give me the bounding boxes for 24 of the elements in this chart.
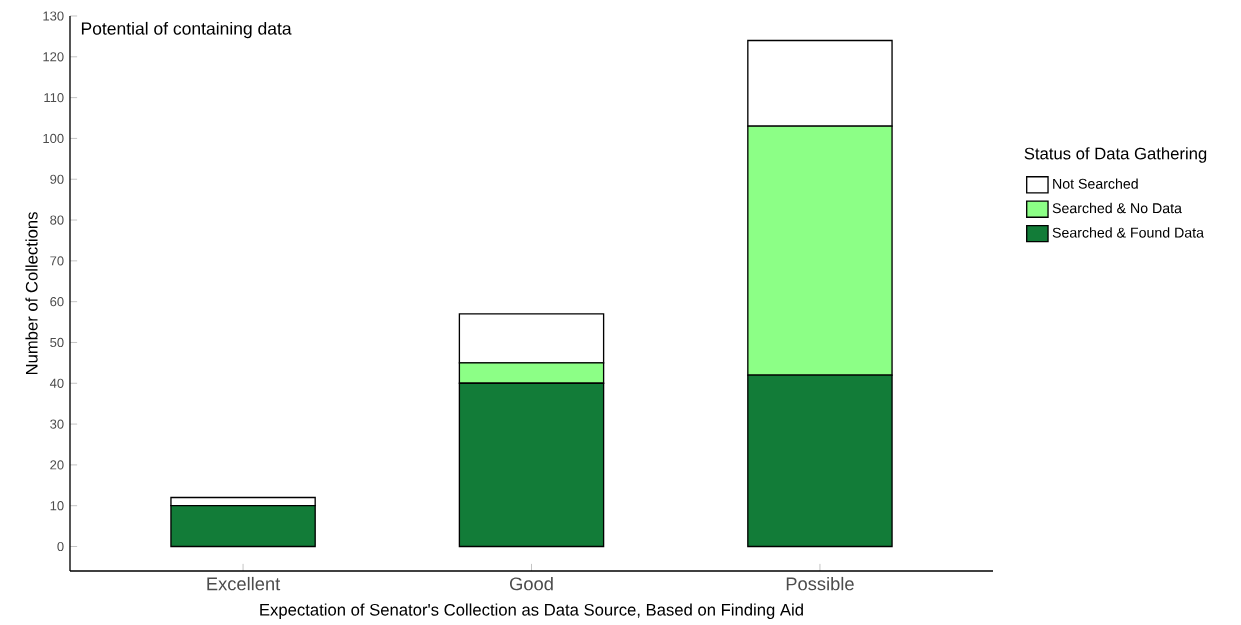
y-tick-label: 40 [49, 378, 64, 389]
legend-label: Not Searched [1053, 178, 1138, 190]
y-tick-label: 50 [50, 338, 64, 348]
x-tick-label: Excellent [207, 577, 281, 591]
y-tick-label: 100 [43, 134, 64, 144]
y-tick-label: 10 [50, 501, 64, 511]
legend-label: Searched & Found Data [1052, 227, 1204, 238]
legend-title: Status of Data Gathering [1024, 147, 1207, 163]
y-axis-title: Number of Collections [25, 212, 38, 375]
y-tick-label: 60 [50, 297, 64, 307]
y-tick-label: 0 [57, 542, 64, 552]
x-tick-label: Possible [786, 577, 854, 591]
y-tick-label: 90 [50, 174, 64, 185]
y-tick-label: 120 [43, 52, 64, 62]
y-tick-label: 20 [50, 460, 64, 470]
x-axis-title: Expectation of Senator's Collection as Data Source, Based on Finding Aid [260, 603, 803, 620]
chart-title: Potential of containing data [81, 22, 292, 39]
legend-label: Searched & No Data [1052, 203, 1182, 214]
y-tick-label: 110 [44, 93, 64, 103]
y-tick-label: 130 [43, 11, 64, 21]
y-tick-label: 30 [50, 419, 64, 429]
y-tick-label: 80 [50, 215, 64, 225]
y-tick-label: 70 [50, 256, 64, 266]
x-tick-label: Good [509, 577, 553, 591]
